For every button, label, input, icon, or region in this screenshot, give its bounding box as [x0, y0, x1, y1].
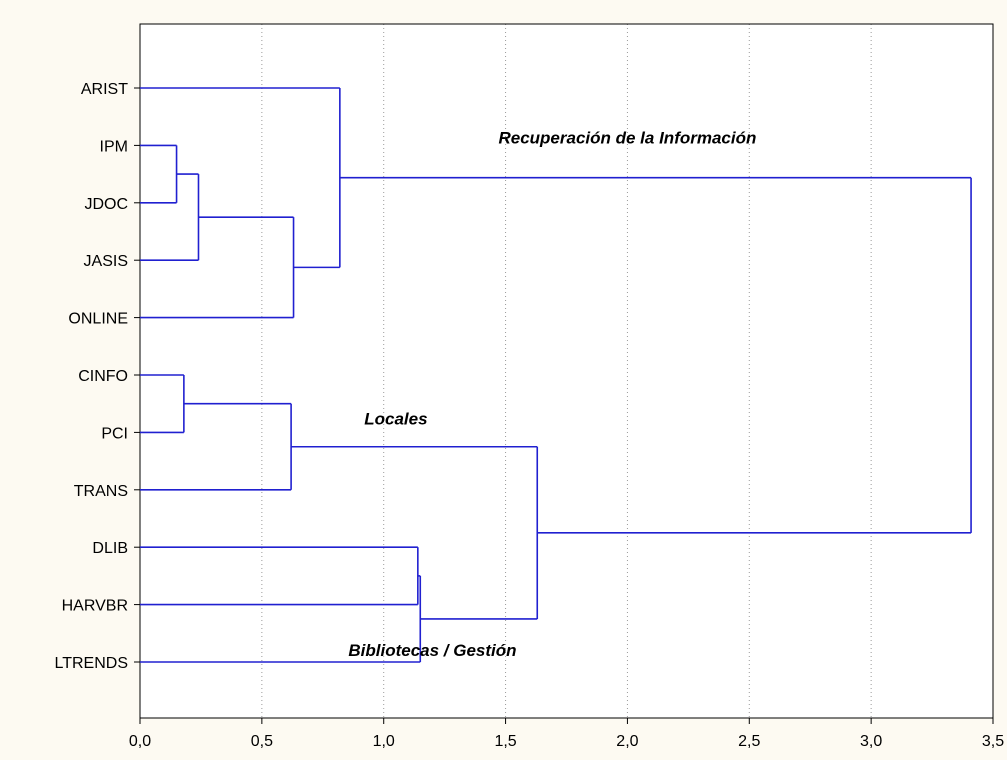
- cluster-annotation: Recuperación de la Información: [498, 128, 756, 147]
- cluster-annotation: Locales: [364, 409, 427, 428]
- x-tick-label: 0,5: [251, 733, 273, 750]
- x-tick-label: 2,0: [616, 733, 638, 750]
- leaf-label: JASIS: [84, 253, 128, 270]
- x-tick-label: 0,0: [129, 733, 151, 750]
- leaf-label: JDOC: [84, 196, 128, 213]
- leaf-label: IPM: [100, 138, 128, 155]
- plot-frame: [139, 23, 994, 719]
- x-tick-label: 1,0: [373, 733, 395, 750]
- leaf-label: LTRENDS: [55, 655, 129, 672]
- leaf-label: DLIB: [92, 540, 128, 557]
- x-tick-label: 1,5: [494, 733, 516, 750]
- x-tick-label: 3,0: [860, 733, 882, 750]
- x-tick-label: 2,5: [738, 733, 760, 750]
- leaf-label: TRANS: [74, 483, 128, 500]
- leaf-label: HARVBR: [62, 598, 128, 615]
- leaf-label: CINFO: [78, 368, 128, 385]
- plot-area: [140, 24, 993, 718]
- cluster-annotation: Bibliotecas / Gestión: [348, 641, 516, 660]
- leaf-label: ARIST: [81, 81, 128, 98]
- leaf-label: ONLINE: [68, 311, 128, 328]
- leaf-label: PCI: [101, 425, 128, 442]
- x-tick-label: 3,5: [982, 733, 1004, 750]
